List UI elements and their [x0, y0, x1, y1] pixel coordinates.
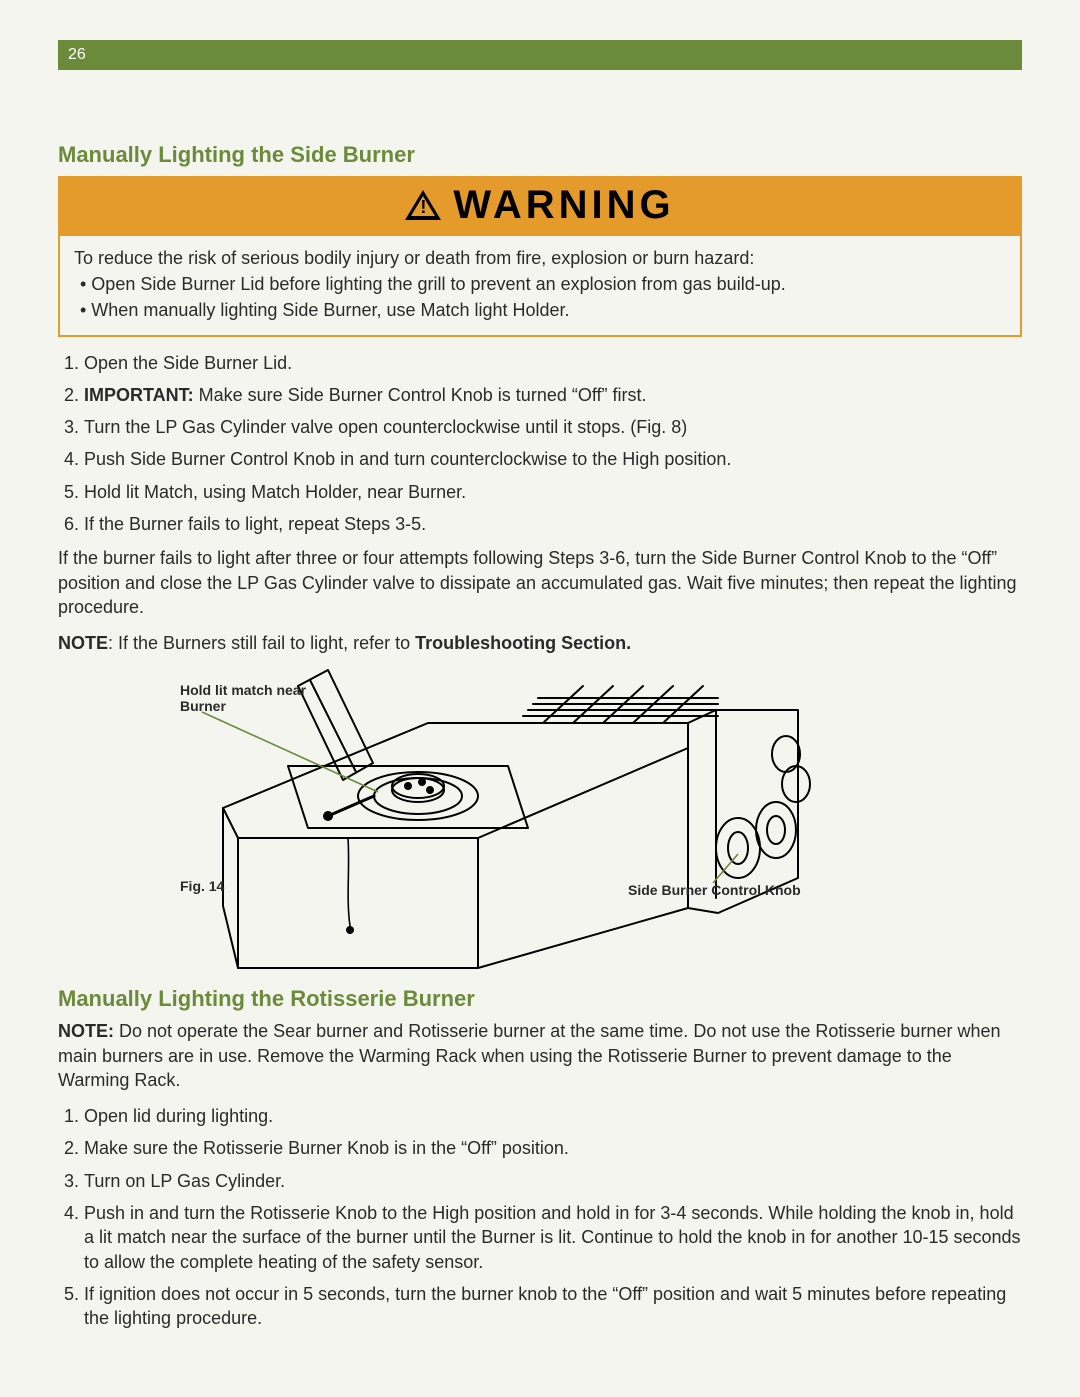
figure-14: Hold lit match near Burner Fig. 14 Side …: [58, 668, 1022, 978]
step: Open the Side Burner Lid.: [84, 351, 1022, 375]
warning-banner-text: WARNING: [453, 178, 674, 232]
warning-banner: ! WARNING: [58, 176, 1022, 234]
step-bold: IMPORTANT:: [84, 385, 194, 405]
section2-note: NOTE: Do not operate the Sear burner and…: [58, 1019, 1022, 1092]
section2-heading: Manually Lighting the Rotisserie Burner: [58, 984, 1022, 1014]
step: Push in and turn the Rotisserie Knob to …: [84, 1201, 1022, 1274]
note-lead: NOTE: [58, 633, 108, 653]
section1-note: NOTE: If the Burners still fail to light…: [58, 631, 1022, 655]
warning-bullet: • Open Side Burner Lid before lighting t…: [80, 272, 1006, 296]
warning-intro: To reduce the risk of serious bodily inj…: [74, 246, 1006, 270]
warning-triangle-icon: !: [405, 190, 441, 220]
note-rest: : If the Burners still fail to light, re…: [108, 633, 415, 653]
step: If ignition does not occur in 5 seconds,…: [84, 1282, 1022, 1331]
section2-steps: Open lid during lighting. Make sure the …: [58, 1104, 1022, 1330]
step: Turn the LP Gas Cylinder valve open coun…: [84, 415, 1022, 439]
figure-label-knob: Side Burner Control Knob: [628, 882, 888, 899]
step: Hold lit Match, using Match Holder, near…: [84, 480, 1022, 504]
section1-heading: Manually Lighting the Side Burner: [58, 140, 1022, 170]
section1-steps: Open the Side Burner Lid. IMPORTANT: Mak…: [58, 351, 1022, 537]
step-text: Make sure Side Burner Control Knob is tu…: [194, 385, 647, 405]
note-lead: NOTE:: [58, 1021, 114, 1041]
step: IMPORTANT: Make sure Side Burner Control…: [84, 383, 1022, 407]
warning-bullet: • When manually lighting Side Burner, us…: [80, 298, 1006, 322]
figure-label-number: Fig. 14: [180, 878, 224, 895]
note-trail: Troubleshooting Section.: [415, 633, 631, 653]
note-rest: Do not operate the Sear burner and Rotis…: [58, 1021, 1000, 1090]
page-number: 26: [68, 44, 86, 66]
section1-fail-para: If the burner fails to light after three…: [58, 546, 1022, 619]
step: Open lid during lighting.: [84, 1104, 1022, 1128]
step: If the Burner fails to light, repeat Ste…: [84, 512, 1022, 536]
step: Make sure the Rotisserie Burner Knob is …: [84, 1136, 1022, 1160]
step: Push Side Burner Control Knob in and tur…: [84, 447, 1022, 471]
page-number-bar: 26: [58, 40, 1022, 70]
step: Turn on LP Gas Cylinder.: [84, 1169, 1022, 1193]
warning-box: To reduce the risk of serious bodily inj…: [58, 234, 1022, 337]
figure-label-match: Hold lit match near Burner: [180, 682, 320, 716]
